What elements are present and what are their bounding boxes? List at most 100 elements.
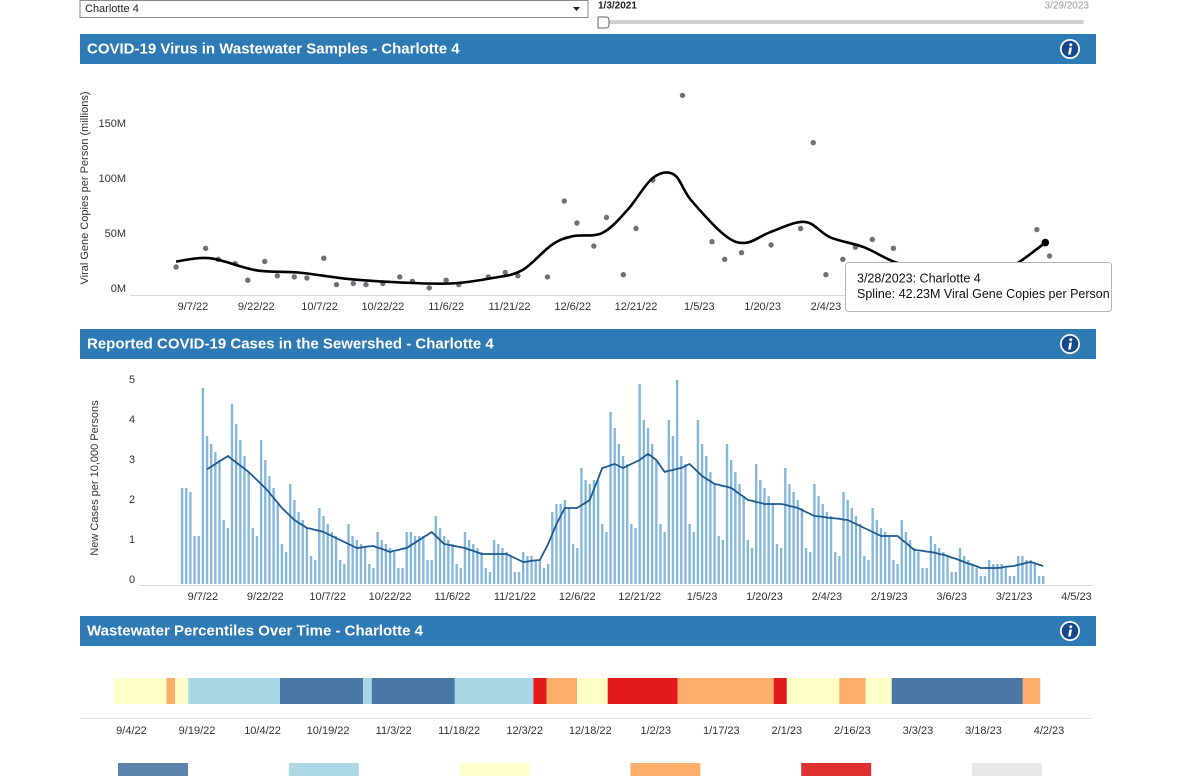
bar xyxy=(555,504,558,584)
dropdown-value[interactable]: Charlotte 4 xyxy=(85,3,139,15)
bar xyxy=(218,460,221,584)
x-tick-label: 4/2/23 xyxy=(1034,725,1065,737)
bar xyxy=(1033,564,1037,584)
data-point xyxy=(202,245,209,251)
dropdown-arrow[interactable] xyxy=(573,7,580,11)
bar xyxy=(892,560,895,584)
bar xyxy=(709,472,712,584)
bar xyxy=(900,520,903,584)
y-tick-label: 100M xyxy=(98,173,126,185)
bar xyxy=(929,536,933,584)
percentile-segment xyxy=(677,678,774,704)
x-tick-label: 2/1/23 xyxy=(772,725,803,737)
bar xyxy=(409,532,413,584)
bar xyxy=(796,500,799,584)
data-point xyxy=(840,256,846,262)
bar xyxy=(605,532,608,584)
bar xyxy=(259,440,263,584)
bar xyxy=(896,564,899,584)
bar xyxy=(721,540,725,584)
x-tick-label: 10/4/22 xyxy=(244,725,281,737)
location-dropdown[interactable]: Charlotte 4 xyxy=(79,0,589,18)
data-point xyxy=(561,198,568,204)
bar xyxy=(347,524,350,584)
bar xyxy=(858,524,862,584)
data-point xyxy=(363,281,369,288)
bar xyxy=(1008,576,1012,584)
bar xyxy=(451,544,454,584)
bar xyxy=(239,440,242,584)
bar xyxy=(318,508,321,584)
bar xyxy=(846,500,849,584)
x-tick-label: 10/7/22 xyxy=(309,591,346,603)
bar xyxy=(546,564,550,584)
bar xyxy=(921,568,924,584)
bar xyxy=(950,572,953,584)
bar xyxy=(1037,576,1041,584)
bar xyxy=(875,520,878,584)
percentile-segment xyxy=(891,678,1023,704)
x-tick-label: 2/4/23 xyxy=(811,301,842,313)
bar xyxy=(268,476,271,584)
bar xyxy=(384,544,388,584)
x-tick-label: 9/4/22 xyxy=(116,725,147,737)
slider-thumb[interactable] xyxy=(597,16,610,29)
bar xyxy=(513,572,517,584)
bar xyxy=(854,516,858,584)
x-tick-label: 10/7/22 xyxy=(301,301,338,313)
bar xyxy=(738,484,741,584)
bar xyxy=(650,444,654,584)
bar xyxy=(230,404,234,584)
bar xyxy=(226,528,230,584)
bar xyxy=(480,552,483,584)
y-tick-label: 50M xyxy=(105,228,126,240)
bar xyxy=(576,548,579,584)
bar xyxy=(185,488,188,584)
bar xyxy=(501,548,504,584)
bar xyxy=(675,380,679,584)
bar xyxy=(759,480,762,584)
data-point xyxy=(633,225,639,232)
x-tick-label: 9/7/22 xyxy=(188,591,219,603)
bar xyxy=(189,492,192,584)
data-point xyxy=(768,242,774,248)
bar xyxy=(642,420,646,584)
bar xyxy=(684,464,687,584)
bar xyxy=(1012,576,1016,584)
bar xyxy=(942,552,945,584)
x-tick-label: 12/3/22 xyxy=(506,725,543,737)
bar xyxy=(817,496,820,584)
tooltip-text: Spline: 42.23M Viral Gene Copies per Per… xyxy=(857,287,1110,301)
legend-swatch xyxy=(972,763,1042,776)
hover-marker xyxy=(1041,238,1050,247)
percentile-segment xyxy=(114,678,167,704)
x-tick-label: 12/6/22 xyxy=(554,301,591,313)
bar xyxy=(904,532,908,584)
bar xyxy=(601,524,604,584)
data-point xyxy=(890,245,897,251)
x-tick-label: 3/18/23 xyxy=(965,725,1002,737)
bar xyxy=(542,568,546,584)
bar xyxy=(696,420,700,584)
bar xyxy=(975,568,978,584)
percentile-segment xyxy=(371,678,455,704)
x-tick-label: 10/22/22 xyxy=(361,301,404,313)
info-icon-dot xyxy=(1069,625,1073,629)
data-point xyxy=(333,281,340,288)
bar xyxy=(1029,560,1032,584)
bar xyxy=(334,536,338,584)
y-tick-label: 3 xyxy=(129,454,135,466)
legend-swatch xyxy=(459,763,530,776)
bar xyxy=(210,444,213,584)
bar xyxy=(829,516,833,584)
bar xyxy=(792,492,795,584)
x-tick-label: 1/20/23 xyxy=(746,591,783,603)
bar xyxy=(280,544,284,584)
bar xyxy=(967,560,970,584)
bar xyxy=(413,536,417,584)
y-axis-title: Viral Gene Copies per Person (millions) xyxy=(79,92,91,285)
bar xyxy=(838,556,841,584)
dropdown-box[interactable] xyxy=(79,0,589,18)
bar xyxy=(264,460,267,584)
bar xyxy=(667,420,670,584)
